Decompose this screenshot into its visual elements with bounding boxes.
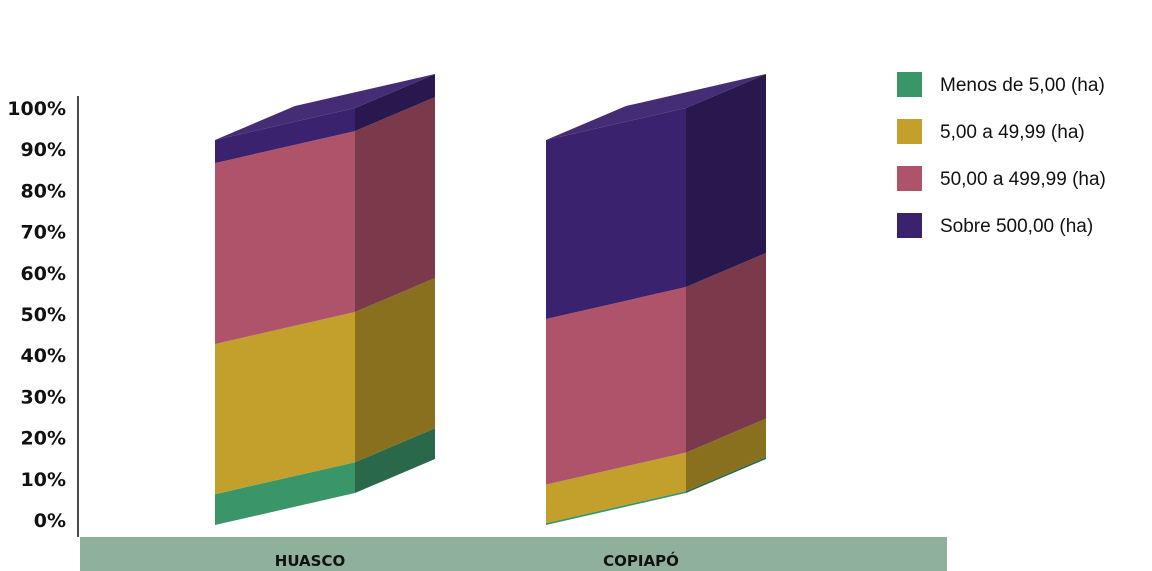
legend-label: Sobre 500,00 (ha) xyxy=(940,216,1093,237)
y-tick-label: 50% xyxy=(21,304,66,326)
bar-front-3 xyxy=(215,108,355,164)
y-tick-label: 90% xyxy=(21,139,66,161)
bar-side-1 xyxy=(686,418,766,492)
y-tick-label: 60% xyxy=(21,263,66,285)
y-tick-label: 20% xyxy=(21,428,66,450)
chart-floor xyxy=(80,537,947,571)
bar-front-0 xyxy=(546,491,686,525)
bar-front-2 xyxy=(215,131,355,345)
bar-side-3 xyxy=(686,74,766,288)
bar-side-0 xyxy=(355,428,435,493)
bar-side-3 xyxy=(355,74,435,132)
floor-band xyxy=(80,537,947,571)
y-tick-label: 80% xyxy=(21,180,66,202)
y-tick-label: 70% xyxy=(21,222,66,244)
legend-swatch xyxy=(897,119,922,144)
bar-top-cap xyxy=(215,74,435,140)
y-axis: 0% 10% 20% 30% 40% 50% 60% 70% 80% 90% 100% xyxy=(7,96,79,537)
bars xyxy=(215,74,766,525)
y-tick-label: 10% xyxy=(21,469,66,491)
bar-side-2 xyxy=(686,253,766,453)
legend-swatch xyxy=(897,213,922,238)
y-tick-label: 100% xyxy=(7,98,66,120)
bar-front-0 xyxy=(215,462,355,525)
y-tick-label: 0% xyxy=(34,510,66,532)
bar-side-0 xyxy=(686,457,766,493)
legend-item: 50,00 a 499,99 (ha) xyxy=(897,166,1106,191)
category-labels: HUASCO COPIAPÓ xyxy=(275,551,679,570)
legend-label: Menos de 5,00 (ha) xyxy=(940,75,1105,96)
legend-item: Menos de 5,00 (ha) xyxy=(897,72,1105,97)
category-label: HUASCO xyxy=(275,552,345,570)
legend-swatch xyxy=(897,72,922,97)
legend-item: 5,00 a 49,99 (ha) xyxy=(897,119,1085,144)
bar-stack-huasco xyxy=(215,74,435,525)
y-tick-label: 30% xyxy=(21,386,66,408)
bar-top-cap xyxy=(546,74,766,140)
legend-label: 5,00 a 49,99 (ha) xyxy=(940,122,1085,143)
legend-item: Sobre 500,00 (ha) xyxy=(897,213,1093,238)
bar-stack-copiapó xyxy=(546,74,766,525)
legend: Menos de 5,00 (ha) 5,00 a 49,99 (ha) 50,00… xyxy=(897,72,1106,238)
y-tick-label: 40% xyxy=(21,345,66,367)
bar-side-1 xyxy=(355,278,435,463)
bar-front-2 xyxy=(546,287,686,485)
category-label: COPIAPÓ xyxy=(603,551,679,570)
legend-swatch xyxy=(897,166,922,191)
bar-side-2 xyxy=(355,97,435,313)
bar-front-1 xyxy=(546,452,686,524)
legend-label: 50,00 a 499,99 (ha) xyxy=(940,169,1106,190)
bar-front-3 xyxy=(546,108,686,320)
bar-front-1 xyxy=(215,312,355,495)
